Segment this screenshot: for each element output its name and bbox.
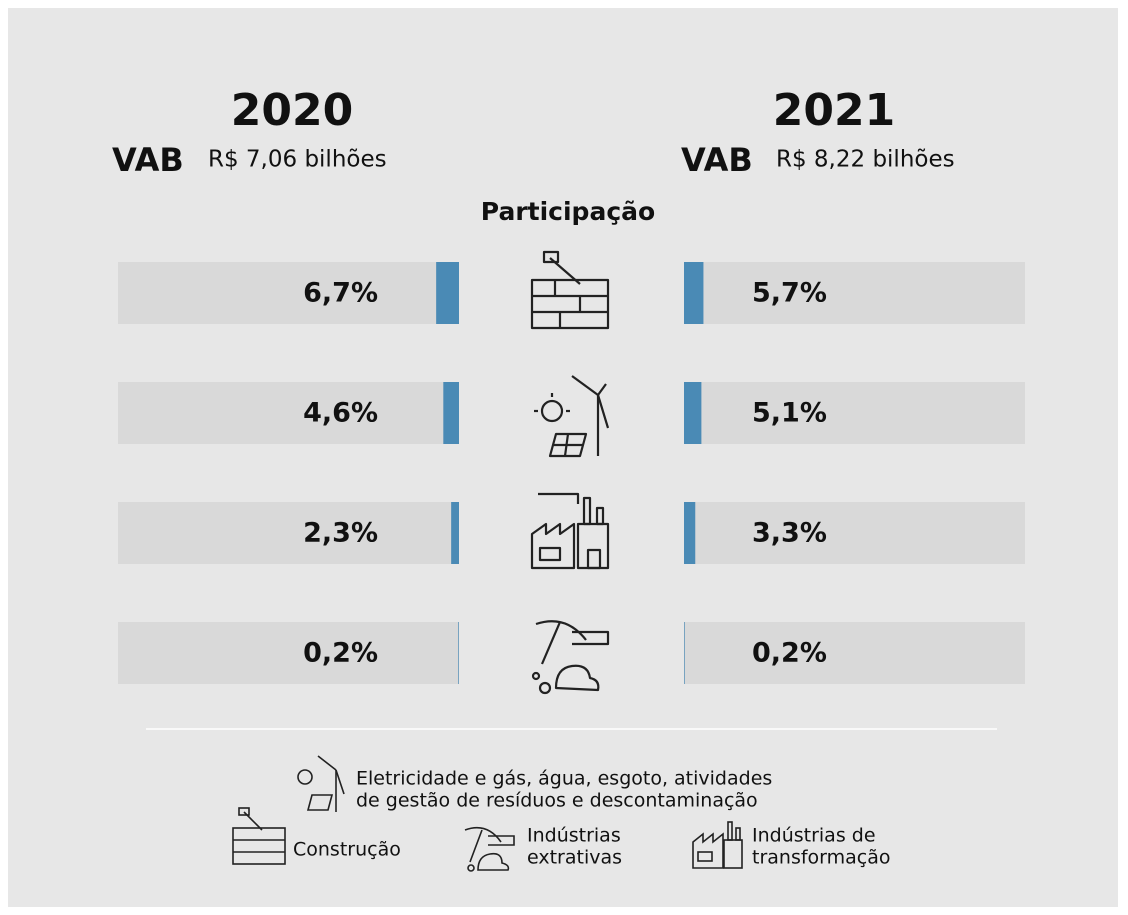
- legend-energy-icon: [297, 755, 345, 812]
- value-label: 0,2%: [303, 638, 378, 669]
- value-label: 0,2%: [752, 638, 827, 669]
- legend-text: Construção: [293, 839, 401, 861]
- legend-text: transformação: [752, 847, 891, 869]
- bar: [443, 382, 459, 444]
- bar-track: [118, 382, 459, 444]
- value-label: 5,7%: [752, 278, 827, 309]
- vab-label: VAB: [681, 141, 753, 179]
- value-label: 4,6%: [303, 398, 378, 429]
- legend-construction-icon: [232, 807, 286, 865]
- mining-icon: [531, 620, 610, 695]
- vab-value: R$ 8,22 bilhões: [776, 147, 955, 173]
- bar: [684, 382, 702, 444]
- bar: [684, 502, 696, 564]
- value-label: 6,7%: [303, 278, 378, 309]
- legend-factory-icon: [692, 821, 743, 869]
- bar: [684, 622, 685, 684]
- bar-track: [684, 262, 1025, 324]
- bar-track: [684, 502, 1025, 564]
- legend-text: extrativas: [527, 847, 622, 869]
- vab-value: R$ 7,06 bilhões: [208, 147, 387, 173]
- year: 2021: [773, 85, 895, 136]
- legend-text: Indústrias: [527, 825, 621, 847]
- bar: [451, 502, 459, 564]
- legend-mining-icon: [464, 826, 515, 872]
- legend-text: Eletricidade e gás, água, esgoto, ativid…: [356, 768, 772, 790]
- bar: [684, 262, 704, 324]
- legend-text: de gestão de resíduos e descontaminação: [356, 790, 758, 812]
- value-label: 5,1%: [752, 398, 827, 429]
- energy-icon: [534, 375, 610, 458]
- bar: [436, 262, 459, 324]
- factory-icon: [530, 492, 610, 570]
- legend-text: Indústrias de: [752, 825, 876, 847]
- subtitle: Participação: [481, 197, 655, 226]
- value-label: 3,3%: [752, 518, 827, 549]
- bar-track: [118, 502, 459, 564]
- bar: [458, 622, 459, 684]
- value-label: 2,3%: [303, 518, 378, 549]
- panel: [8, 8, 1118, 907]
- bar-track: [684, 622, 1025, 684]
- construction-icon: [530, 250, 610, 330]
- vab-label: VAB: [112, 141, 184, 179]
- bar-track: [118, 622, 459, 684]
- bar-track: [118, 262, 459, 324]
- bar-track: [684, 382, 1025, 444]
- year: 2020: [231, 85, 353, 136]
